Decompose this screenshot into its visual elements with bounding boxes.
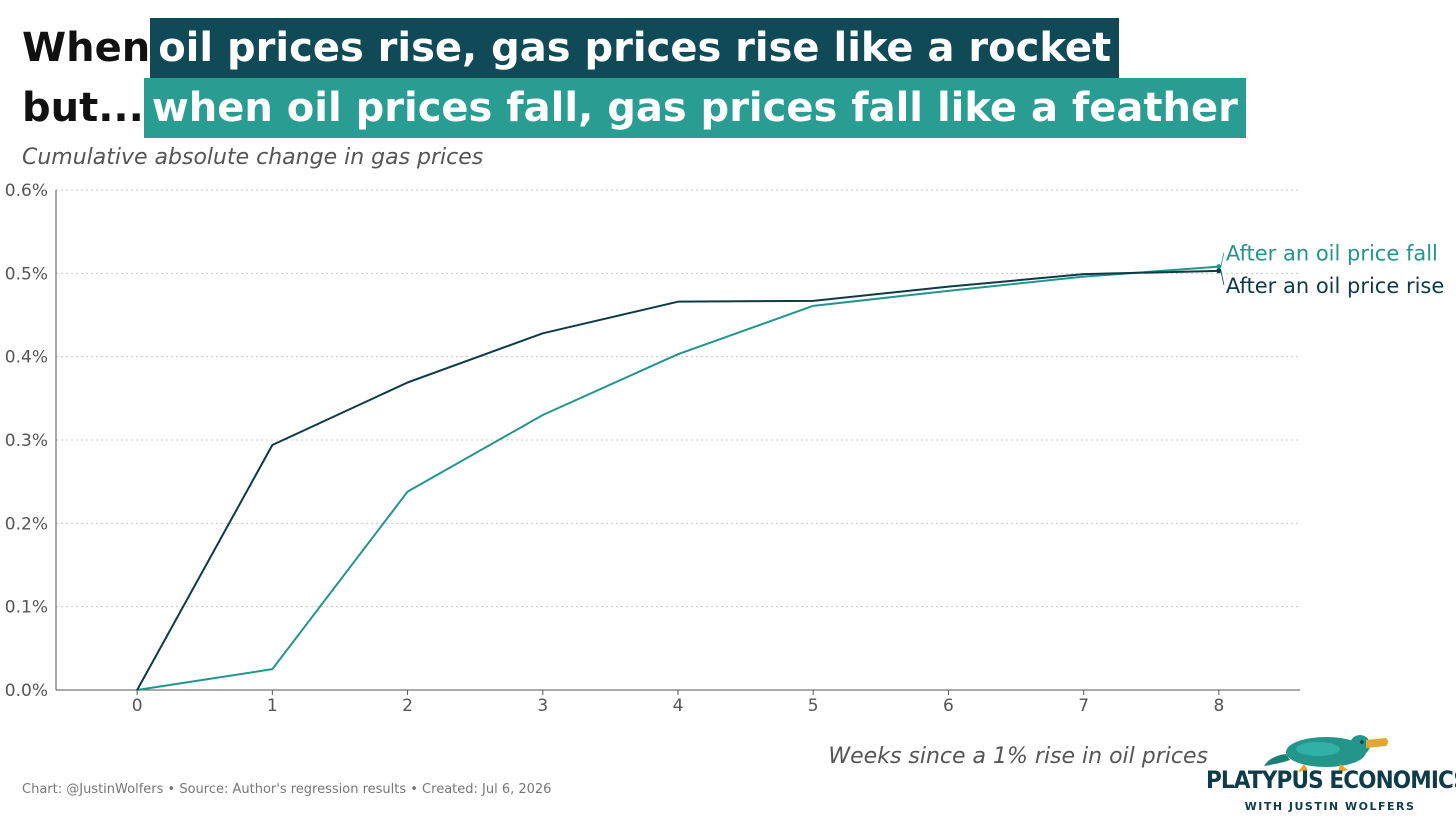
title-line-1: When oil prices rise, gas prices rise lik… [22,18,1120,78]
title-line-1-plain: When [22,25,151,71]
x-tick-label: 4 [673,696,684,716]
series-label: After an oil price fall [1226,242,1438,266]
series-line [136,265,1219,691]
x-tick-label: 3 [537,696,548,716]
y-tick-label: 0.3% [5,431,48,451]
platypus-icon [1264,735,1388,773]
chart-footer: Chart: @JustinWolfers • Source: Author's… [22,782,552,797]
logo-text: PLATYPUS ECONOMICS [1206,766,1456,794]
series-label: After an oil price rise [1226,274,1444,298]
y-tick-label: 0.4% [5,348,48,368]
x-tick-label: 7 [1078,696,1089,716]
grid-lines [56,189,1300,608]
x-tick-label: 2 [402,696,413,716]
title-line-2: but... when oil prices fall, gas prices f… [22,78,1246,138]
y-tick-label: 0.6% [5,181,48,201]
logo-subtext: WITH JUSTIN WOLFERS [1244,800,1416,813]
y-tick-label: 0.5% [5,264,48,284]
series-label-leader [1220,252,1225,267]
y-tick-label: 0.2% [5,514,48,534]
series-end-point [1216,264,1222,270]
series-label-leader [1220,270,1225,285]
x-tick-label: 6 [943,696,954,716]
series-line [136,269,1219,691]
title-line-2-plain: but... [22,85,144,131]
series-labels: After an oil price fall After an oil pric… [1220,242,1444,298]
y-tick-label: 0.0% [5,681,48,701]
x-tick-label: 5 [808,696,819,716]
y-tick-label: 0.1% [5,598,48,618]
x-tick-label: 1 [267,696,278,716]
x-tick-label: 0 [132,696,143,716]
x-tick-label: 8 [1213,696,1224,716]
title-line-1-highlight: oil prices rise, gas prices rise like a … [150,18,1120,78]
platypus-economics-logo: PLATYPUS ECONOMICS WITH JUSTIN WOLFERS [1200,726,1456,819]
axes: 0.0% 0.1% 0.2% 0.3% 0.4% 0.5% 0.6% 0 1 2 3 4 5 6 7 8 [5,181,1300,716]
x-axis-title: Weeks since a 1% rise in oil prices [828,744,1208,769]
title-line-2-highlight: when oil prices fall, gas prices fall li… [143,78,1246,138]
series-lines [136,264,1222,691]
chart-subtitle: Cumulative absolute change in gas prices [22,145,484,170]
series-end-point [1216,268,1222,274]
